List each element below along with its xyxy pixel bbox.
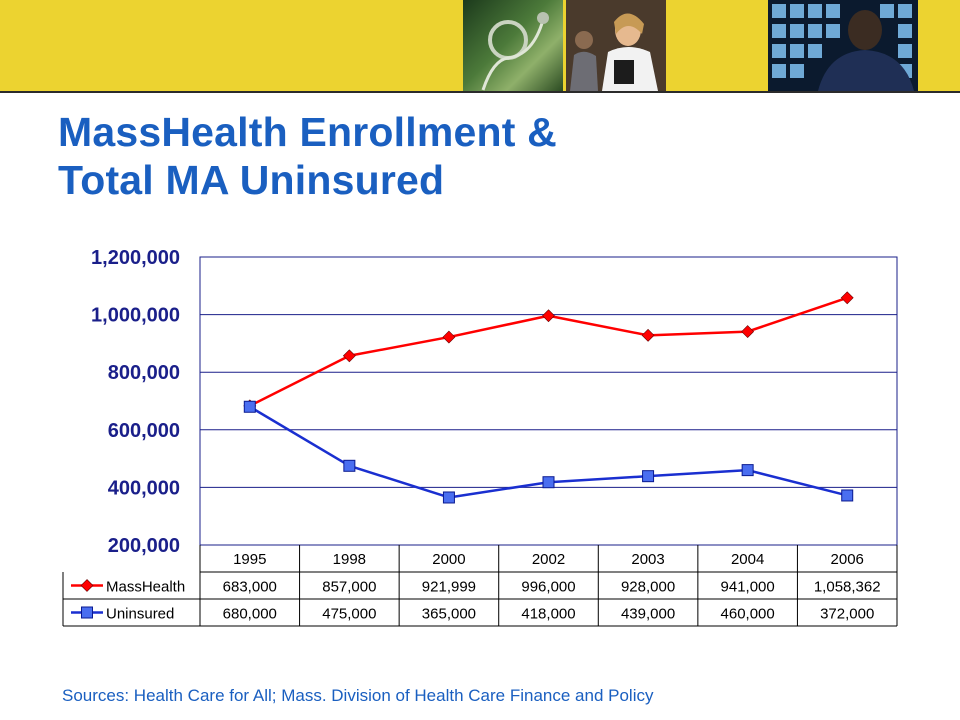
table-value-uninsured: 365,000 (422, 606, 476, 623)
slide-title-line-2: Total MA Uninsured (58, 157, 445, 203)
y-tick-label: 1,000,000 (91, 305, 180, 327)
data-point-masshealth (542, 309, 555, 323)
plot-area (199, 256, 898, 546)
table-value-masshealth: 683,000 (223, 579, 277, 596)
brain-scan-photo (768, 0, 918, 91)
legend-label-uninsured: Uninsured (106, 606, 174, 623)
data-point-masshealth (442, 330, 456, 344)
y-tick-label: 1,200,000 (91, 247, 180, 269)
x-category-label: 1995 (233, 551, 266, 568)
y-tick-label: 200,000 (108, 535, 180, 557)
y-tick-label: 600,000 (108, 420, 180, 442)
table-value-masshealth: 928,000 (621, 579, 675, 596)
data-point-masshealth (342, 349, 356, 363)
data-point-uninsured (642, 470, 655, 483)
x-category-label: 1998 (333, 551, 366, 568)
y-tick-label: 800,000 (108, 362, 180, 384)
data-point-uninsured (442, 491, 455, 504)
x-category-label: 2000 (432, 551, 465, 568)
data-point-uninsured (841, 489, 854, 502)
table-value-uninsured: 439,000 (621, 606, 675, 623)
slide-title-line-1: MassHealth Enrollment & (58, 109, 557, 155)
data-point-masshealth (80, 579, 94, 592)
x-category-label: 2002 (532, 551, 565, 568)
data-point-uninsured (741, 464, 754, 477)
table-value-uninsured: 680,000 (223, 606, 277, 623)
x-category-label: 2003 (631, 551, 664, 568)
data-point-masshealth (741, 325, 755, 339)
header-divider (0, 91, 960, 93)
doctor-photo (566, 0, 666, 91)
x-category-label: 2006 (831, 551, 864, 568)
table-value-masshealth: 996,000 (521, 579, 575, 596)
table-value-masshealth: 857,000 (322, 579, 376, 596)
source-note: Sources: Health Care for All; Mass. Divi… (62, 686, 654, 705)
slide-title: MassHealth Enrollment & Total MA Uninsur… (58, 108, 557, 204)
table-value-masshealth: 1,058,362 (814, 579, 881, 596)
data-point-uninsured (243, 400, 256, 413)
data-point-masshealth (840, 291, 854, 305)
table-value-uninsured: 460,000 (721, 606, 775, 623)
table-value-uninsured: 418,000 (521, 606, 575, 623)
table-value-uninsured: 372,000 (820, 606, 874, 623)
data-point-masshealth (641, 328, 655, 342)
table-value-masshealth: 941,000 (721, 579, 775, 596)
table-value-uninsured: 475,000 (322, 606, 376, 623)
y-tick-label: 400,000 (108, 477, 180, 499)
data-point-uninsured (81, 606, 93, 619)
data-point-uninsured (542, 476, 555, 489)
table-value-masshealth: 921,999 (422, 579, 476, 596)
data-point-uninsured (343, 459, 356, 472)
x-category-label: 2004 (731, 551, 764, 568)
stethoscope-photo (463, 0, 563, 91)
legend-label-masshealth: MassHealth (106, 579, 185, 596)
